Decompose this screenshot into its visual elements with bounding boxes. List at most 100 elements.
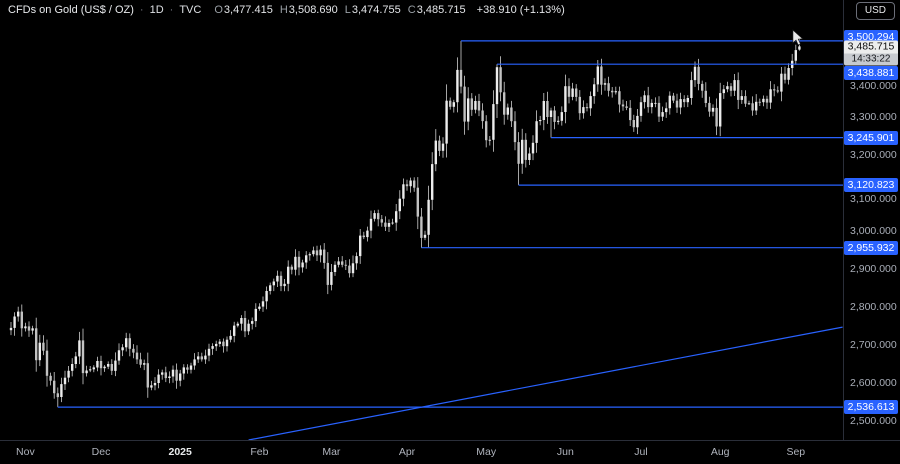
candle-body	[272, 281, 275, 286]
candle-body	[524, 139, 527, 160]
candle-body	[405, 184, 409, 187]
candle-body	[665, 108, 668, 113]
candle-body	[603, 83, 607, 85]
candle-body	[319, 249, 322, 256]
price-tick-label: 3,300.000	[850, 111, 897, 123]
candle-body	[63, 377, 67, 385]
candle-body	[765, 98, 769, 103]
candle-body	[179, 373, 182, 381]
exchange-label: TVC	[179, 4, 202, 16]
candle-body	[85, 370, 88, 374]
candle-body	[420, 216, 423, 238]
candle-body	[438, 140, 441, 151]
candle-body	[773, 89, 776, 91]
candle-body	[114, 360, 117, 371]
candle-body	[96, 361, 99, 368]
close-label: C	[407, 4, 416, 16]
candle-body	[452, 102, 455, 107]
time-axis-label: Jul	[634, 446, 648, 458]
price-scale[interactable]: 3,400.000 3,300.000 3,200.000 3,100.000 3,00…	[843, 20, 900, 463]
candle-body	[305, 255, 308, 263]
candle-body	[409, 180, 412, 187]
candle-body	[571, 88, 574, 97]
candle-body	[495, 67, 499, 105]
high-label: H	[279, 4, 288, 16]
candle-body	[395, 211, 398, 223]
time-axis-label: Feb	[250, 446, 269, 458]
time-axis-label: Dec	[91, 446, 111, 458]
candle-body	[398, 198, 401, 212]
candles-series	[9, 37, 801, 408]
time-axis-label: Nov	[16, 446, 35, 458]
candle-body	[369, 218, 373, 231]
candle-body	[535, 121, 538, 143]
candle-body	[557, 120, 560, 122]
candle-body	[146, 363, 149, 388]
open-value: 3,477.415	[223, 4, 273, 16]
candle-body	[632, 120, 635, 128]
candle-body	[193, 359, 196, 366]
candle-body	[686, 98, 689, 103]
candle-body	[204, 355, 207, 360]
candle-body	[769, 89, 772, 103]
candle-body	[596, 66, 599, 85]
candle-body	[499, 67, 502, 93]
price-level-label: 3,438.881	[844, 66, 898, 80]
price-level-label: 3,120.823	[844, 178, 898, 193]
candle-body	[200, 356, 203, 360]
candle-body	[531, 142, 535, 154]
candle-body	[60, 384, 63, 397]
price-level-label: 2,955.932	[844, 240, 898, 255]
candle-body	[261, 301, 265, 307]
candle-body	[164, 372, 167, 379]
candle-body	[74, 356, 77, 364]
candle-body	[463, 86, 466, 122]
candle-body	[701, 83, 704, 91]
time-axis[interactable]: Nov Dec 2025 Feb Mar Apr May Jun Jul Aug Sep	[0, 440, 900, 464]
candle-body	[503, 92, 506, 115]
symbol-title[interactable]: CFDs on Gold (US$ / OZ)	[8, 4, 134, 16]
last-price-value: 3,485.715	[844, 40, 898, 54]
candle-body	[157, 374, 160, 383]
candle-body	[351, 263, 355, 274]
bar-countdown: 14:33:22	[844, 53, 898, 66]
candle-body	[215, 343, 218, 347]
candle-body	[168, 376, 171, 378]
timeframe-label[interactable]: 1D	[149, 4, 164, 16]
candle-body	[693, 66, 697, 81]
candle-body	[143, 363, 146, 365]
candle-body	[762, 98, 765, 103]
candle-body	[618, 91, 621, 105]
candle-body	[135, 352, 139, 360]
candle-body	[92, 367, 95, 370]
candle-body	[513, 121, 517, 143]
candle-body	[647, 95, 650, 108]
time-axis-label: May	[476, 446, 497, 458]
candle-body	[733, 80, 736, 91]
time-axis-label: Mar	[322, 446, 341, 458]
candle-body	[553, 110, 556, 122]
candle-body	[9, 327, 13, 331]
candle-body	[729, 86, 733, 91]
candle-body	[333, 264, 337, 272]
candle-body	[704, 90, 707, 103]
trendline[interactable]	[248, 326, 843, 441]
candle-body	[341, 261, 344, 265]
candle-body	[578, 96, 581, 114]
candle-body	[431, 164, 434, 200]
candle-body	[477, 101, 481, 111]
candle-body	[755, 101, 758, 111]
candle-body	[243, 318, 247, 332]
candle-body	[607, 83, 610, 91]
candle-body	[546, 101, 549, 117]
candle-body	[107, 364, 110, 367]
candle-body	[254, 308, 257, 322]
candle-body	[510, 107, 513, 122]
candle-body	[758, 101, 761, 103]
time-axis-label: Sep	[786, 446, 806, 458]
currency-toggle-button[interactable]: USD	[855, 2, 895, 20]
candle-body	[38, 342, 41, 361]
time-axis-label: Jun	[556, 446, 574, 458]
candle-body	[679, 99, 682, 108]
